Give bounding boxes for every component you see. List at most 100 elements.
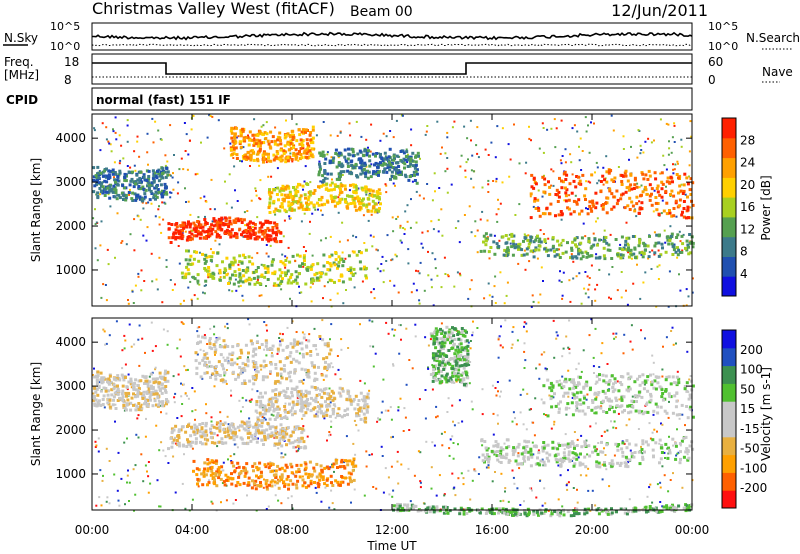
velocity-speckle (331, 502, 334, 505)
power-echo-cell (101, 174, 105, 178)
power-echo-cell (626, 204, 630, 208)
power-echo-cell (155, 186, 158, 190)
velocity-speckle (467, 469, 470, 472)
power-speckle (640, 184, 643, 187)
velocity-speckle (102, 474, 104, 477)
power-echo-cell (608, 248, 612, 252)
power-speckle (311, 212, 314, 215)
power-speckle (235, 289, 238, 292)
velocity-speckle (183, 365, 186, 368)
power-colorbar-segment (722, 256, 736, 277)
velocity-speckle (95, 444, 98, 447)
velocity-speckle (320, 500, 323, 503)
power-echo-cell (381, 163, 385, 167)
power-speckle (639, 144, 642, 147)
velocity-echo-cell (120, 392, 124, 396)
power-echo-cell (556, 193, 560, 197)
power-echo-cell (560, 213, 564, 217)
velocity-speckle (194, 418, 196, 421)
power-echo-cell (287, 193, 291, 197)
power-echo-cell (257, 230, 261, 234)
power-speckle (381, 255, 384, 258)
power-echo-cell (216, 224, 220, 227)
power-echo-cell (394, 161, 398, 165)
velocity-speckle (250, 398, 253, 401)
power-echo-cell (207, 235, 211, 239)
power-speckle (653, 231, 656, 234)
velocity-speckle (672, 343, 675, 346)
velocity-speckle (511, 330, 514, 333)
power-echo-cell (152, 196, 156, 200)
power-echo-cell (364, 172, 368, 176)
velocity-echo-cell (310, 385, 314, 389)
velocity-speckle (485, 466, 488, 469)
power-speckle (610, 114, 613, 117)
velocity-echo-cell (268, 417, 272, 421)
power-echo-cell (678, 251, 682, 254)
power-echo-cell (302, 256, 306, 260)
velocity-echo-cell (152, 381, 156, 385)
velocity-echo-cell (331, 412, 335, 416)
power-echo-cell (287, 142, 291, 146)
power-echo-cell (532, 255, 536, 259)
power-echo-cell (482, 240, 485, 244)
velocity-echo-cell (268, 427, 272, 431)
power-speckle (259, 179, 262, 182)
velocity-speckle (233, 453, 236, 456)
power-echo-cell (258, 282, 262, 286)
power-echo-cell (337, 177, 341, 181)
power-echo-cell (293, 188, 297, 192)
power-echo-cell (96, 196, 100, 200)
power-echo-cell (228, 265, 232, 269)
power-echo-cell (677, 191, 680, 195)
velocity-echo-cell (199, 440, 202, 444)
velocity-echo-cell (291, 413, 294, 417)
power-echo-cell (413, 166, 417, 170)
velocity-echo-cell (289, 379, 293, 383)
power-echo-cell (272, 237, 276, 241)
velocity-echo-cell (274, 396, 278, 400)
velocity-echo-cell (340, 387, 344, 391)
power-echo-cell (108, 188, 112, 192)
power-speckle (330, 156, 333, 159)
power-echo-cell (277, 229, 281, 233)
velocity-echo-cell (99, 371, 103, 375)
power-echo-cell (344, 198, 347, 201)
power-echo-cell (185, 238, 189, 242)
velocity-speckle (220, 501, 222, 504)
velocity-speckle (140, 403, 143, 406)
velocity-speckle (379, 418, 382, 421)
power-speckle (410, 291, 413, 294)
power-echo-cell (290, 273, 294, 277)
power-echo-cell (272, 199, 276, 203)
power-speckle (107, 193, 110, 196)
power-echo-cell (311, 278, 315, 282)
velocity-echo-cell (273, 434, 277, 438)
velocity-speckle (260, 368, 263, 371)
power-echo-cell (210, 232, 214, 236)
power-echo-cell (377, 188, 381, 192)
power-echo-cell (273, 272, 277, 276)
power-echo-cell (281, 205, 284, 209)
power-speckle (365, 165, 368, 168)
power-echo-cell (186, 249, 190, 253)
velocity-speckle (263, 321, 266, 323)
velocity-speckle (384, 467, 387, 470)
velocity-echo-cell (279, 436, 283, 440)
velocity-echo-cell (305, 345, 309, 349)
power-speckle (423, 289, 426, 292)
power-echo-cell (512, 242, 516, 246)
power-speckle (561, 155, 564, 157)
velocity-speckle (651, 354, 654, 357)
velocity-echo-cell (201, 358, 205, 362)
power-echo-cell (594, 191, 598, 195)
power-echo-cell (289, 135, 292, 139)
velocity-speckle (558, 379, 561, 382)
velocity-speckle (238, 399, 241, 402)
power-echo-cell (192, 257, 196, 261)
power-echo-cell (290, 158, 294, 161)
power-echo-region (92, 165, 170, 203)
power-echo-cell (635, 185, 639, 189)
power-speckle (256, 216, 259, 219)
